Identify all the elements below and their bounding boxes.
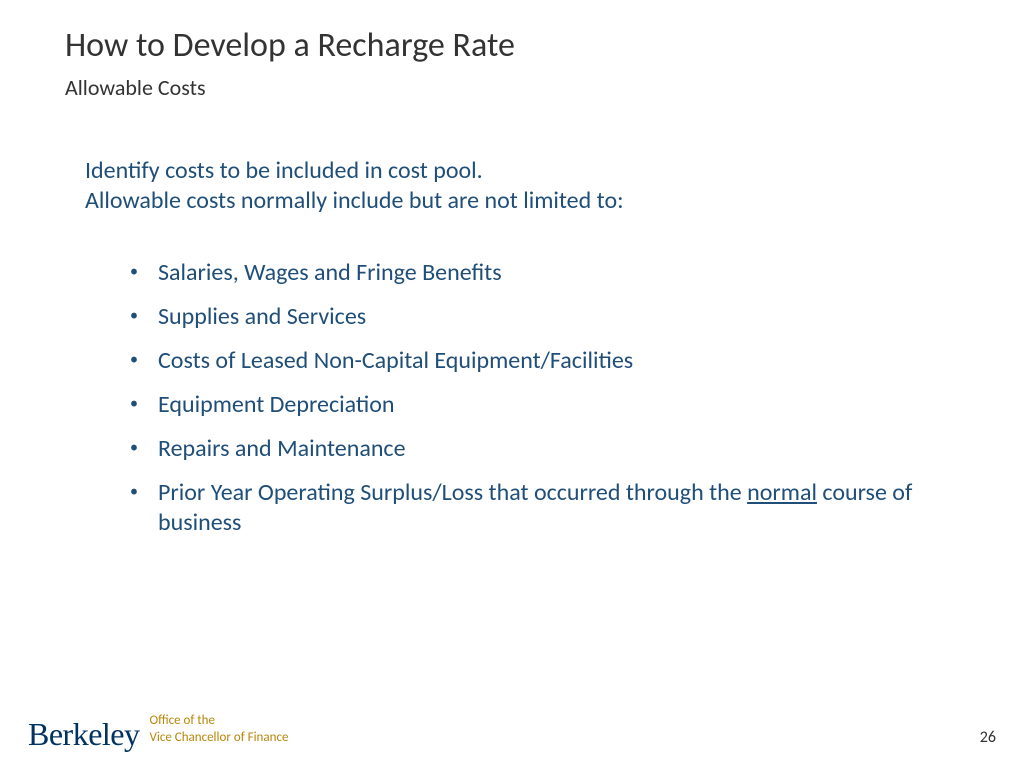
office-text: Office of the Vice Chancellor of Finance — [150, 713, 289, 750]
office-line-1: Office of the — [150, 713, 289, 730]
page-number: 26 — [980, 728, 996, 750]
slide-container: How to Develop a Recharge Rate Allowable… — [0, 0, 1024, 768]
logo-group: Berkeley Office of the Vice Chancellor o… — [28, 713, 288, 750]
intro-line-2: Allowable costs normally include but are… — [85, 186, 959, 216]
intro-text: Identify costs to be included in cost po… — [85, 156, 959, 216]
list-item: Equipment Depreciation — [130, 390, 959, 420]
berkeley-logo: Berkeley — [28, 718, 140, 750]
list-item: Salaries, Wages and Fringe Benefits — [130, 258, 959, 288]
list-item: Costs of Leased Non-Capital Equipment/Fa… — [130, 346, 959, 376]
list-item-special: Prior Year Operating Surplus/Loss that o… — [130, 478, 959, 538]
slide-title: How to Develop a Recharge Rate — [65, 25, 959, 66]
footer: Berkeley Office of the Vice Chancellor o… — [28, 713, 996, 750]
slide-subtitle: Allowable Costs — [65, 74, 959, 101]
bullet-underlined: normal — [747, 478, 817, 507]
office-line-2: Vice Chancellor of Finance — [150, 730, 289, 747]
list-item: Repairs and Maintenance — [130, 434, 959, 464]
intro-line-1: Identify costs to be included in cost po… — [85, 156, 959, 186]
content-area: Identify costs to be included in cost po… — [65, 156, 959, 538]
bullet-prefix: Prior Year Operating Surplus/Loss that o… — [158, 478, 747, 507]
bullet-list: Salaries, Wages and Fringe Benefits Supp… — [85, 258, 959, 538]
list-item: Supplies and Services — [130, 302, 959, 332]
